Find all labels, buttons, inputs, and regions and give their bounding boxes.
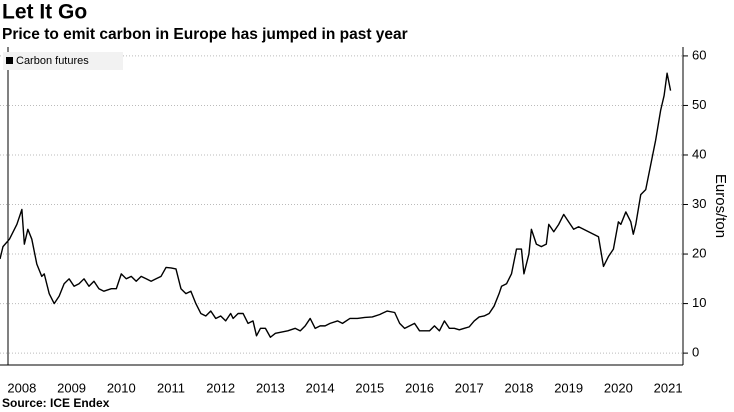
x-tick-label: 2008 bbox=[7, 380, 36, 395]
legend-swatch bbox=[6, 57, 13, 64]
x-tick-label: 2010 bbox=[107, 380, 136, 395]
x-tick-label: 2018 bbox=[504, 380, 533, 395]
source: Source: ICE Endex bbox=[2, 396, 110, 410]
x-tick-label: 2017 bbox=[455, 380, 484, 395]
line bbox=[0, 72, 672, 338]
x-tick-label: 2020 bbox=[604, 380, 633, 395]
x-tick-label: 2014 bbox=[306, 380, 335, 395]
y-tick-label: 0 bbox=[692, 345, 699, 360]
x-tick-label: 2013 bbox=[256, 380, 285, 395]
x-tick-label: 2011 bbox=[157, 380, 185, 395]
x-tick-label: 2009 bbox=[57, 380, 86, 395]
y-axis-label: Euros/ton bbox=[712, 174, 729, 238]
x-tick-label: 2021 bbox=[654, 380, 683, 395]
y-tick-label: 60 bbox=[692, 47, 706, 62]
chart-title: Let It Go bbox=[2, 1, 87, 24]
x-tick-label: 2016 bbox=[405, 380, 434, 395]
legend-background bbox=[3, 52, 123, 70]
chart-subtitle: Price to emit carbon in Europe has jumpe… bbox=[2, 26, 408, 43]
x-tick-label: 2019 bbox=[554, 380, 583, 395]
y-tick-label: 40 bbox=[692, 146, 706, 161]
y-tick-label: 30 bbox=[692, 196, 706, 211]
y-tick-label: 20 bbox=[692, 245, 706, 260]
y-tick-label: 10 bbox=[692, 295, 706, 310]
y-tick-label: 50 bbox=[692, 97, 706, 112]
x-tick-label: 2015 bbox=[355, 380, 384, 395]
x-tick-label: 2012 bbox=[206, 380, 235, 395]
legend-label: Carbon futures bbox=[16, 55, 89, 67]
